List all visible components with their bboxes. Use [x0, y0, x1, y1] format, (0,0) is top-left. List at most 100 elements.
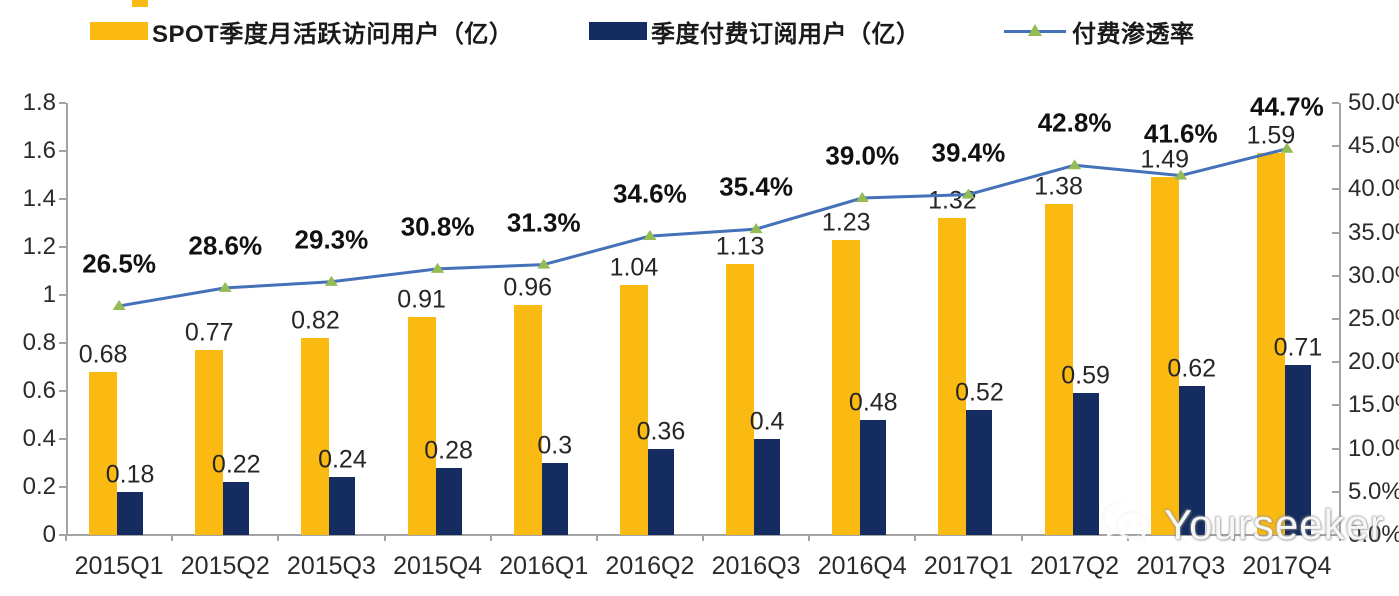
bar-label-subscribers: 0.3 — [537, 431, 573, 460]
penetration-percent-label: 26.5% — [82, 248, 156, 279]
y-axis-tick — [59, 198, 66, 200]
bar-label-subscribers: 0.62 — [1167, 354, 1217, 383]
cropped-yellow-artifact — [132, 0, 148, 7]
bar-subscribers — [966, 410, 993, 535]
y-axis-tick — [59, 486, 66, 488]
y-axis-tick — [59, 294, 66, 296]
right-axis-tick — [1332, 274, 1339, 277]
bar-label-mau: 1.38 — [1034, 172, 1083, 201]
x-axis-tick — [595, 535, 598, 541]
penetration-percent-label: 41.6% — [1143, 118, 1218, 149]
subscribers-swatch — [589, 22, 647, 40]
bar-subscribers — [1284, 364, 1311, 535]
right-axis-tick — [1332, 188, 1339, 191]
bar-label-subscribers: 0.59 — [1061, 361, 1110, 390]
right-axis-tick — [1332, 145, 1339, 148]
watermark-text: Yourseeker — [1164, 500, 1385, 548]
x-axis-category-label: 2015Q4 — [393, 552, 483, 580]
x-axis-tick — [171, 535, 174, 541]
x-axis-category-label: 2017Q2 — [1030, 552, 1120, 580]
x-axis-tick — [1232, 535, 1235, 541]
legend-item-subscribers: 季度付费订阅用户（亿） — [589, 18, 921, 48]
bar-label-mau: 1.23 — [821, 208, 871, 237]
penetration-percent-label: 44.7% — [1250, 91, 1324, 122]
bar-mau — [195, 350, 224, 535]
y-axis-tick — [59, 246, 66, 248]
x-axis-category-label: 2015Q2 — [180, 552, 270, 580]
x-axis-tick — [702, 535, 704, 541]
bar-mau — [301, 338, 330, 535]
bar-label-subscribers: 0.4 — [749, 407, 785, 436]
right-axis-tick-label: 40.0% — [1348, 175, 1399, 203]
legend-triangle-icon — [1028, 24, 1042, 36]
penetration-percent-label: 28.6% — [188, 230, 263, 261]
bar-label-mau: 1.59 — [1246, 121, 1296, 150]
legend-label-subscribers: 季度付费订阅用户（亿） — [651, 20, 921, 48]
triangle-marker — [324, 275, 338, 286]
bar-label-subscribers: 0.52 — [955, 378, 1004, 407]
y-axis-tick-label: 1.4 — [22, 185, 56, 212]
right-axis-tick — [1332, 490, 1339, 493]
y-axis-tick — [59, 390, 66, 392]
penetration-percent-label: 30.8% — [400, 211, 475, 242]
x-axis-tick — [1339, 535, 1341, 541]
bar-mau — [407, 316, 436, 535]
x-axis-tick — [65, 535, 67, 541]
legend-item-penetration: 付费渗透率 — [1004, 18, 1195, 48]
bar-label-mau: 0.82 — [291, 306, 340, 335]
y-axis-tick-label: 1.6 — [22, 137, 56, 164]
bar-mau — [726, 263, 755, 535]
y-axis-tick-label: 1.2 — [22, 233, 56, 260]
y-axis-tick — [59, 438, 66, 440]
penetration-percent-label: 35.4% — [719, 171, 793, 202]
bar-label-mau: 0.96 — [503, 273, 553, 302]
legend-item-mau: SPOT季度月活跃访问用户（亿） — [90, 18, 513, 48]
bar-label-mau: 0.91 — [397, 285, 446, 314]
bar-subscribers — [223, 482, 250, 535]
right-axis-tick-label: 45.0% — [1348, 132, 1399, 160]
right-axis-tick — [1332, 102, 1339, 104]
bar-label-mau: 1.32 — [928, 186, 977, 215]
right-axis-tick — [1332, 231, 1339, 234]
triangle-marker — [537, 258, 551, 269]
bar-label-subscribers: 0.28 — [424, 436, 473, 465]
y-axis-tick-label: 1.8 — [22, 89, 56, 116]
right-axis-tick-label: 35.0% — [1348, 218, 1399, 246]
y-axis-tick-label: 0.4 — [22, 425, 56, 452]
triangle-marker — [112, 300, 126, 311]
x-axis-tick — [489, 535, 492, 541]
watermark: Yourseeker — [1100, 498, 1385, 551]
bar-subscribers — [647, 448, 674, 535]
bar-label-subscribers: 0.48 — [848, 388, 898, 417]
bar-label-subscribers: 0.24 — [318, 445, 367, 474]
bar-label-subscribers: 0.22 — [211, 450, 261, 479]
right-axis-tick — [1332, 404, 1339, 407]
right-axis-tick-label: 30.0% — [1348, 261, 1399, 289]
bar-mau — [938, 218, 967, 535]
x-axis-tick — [914, 535, 917, 541]
wechat-icon — [1100, 498, 1156, 551]
bar-mau — [89, 371, 118, 535]
triangle-marker — [855, 192, 869, 203]
penetration-percent-label: 39.0% — [825, 140, 900, 171]
penetration-percent-label: 42.8% — [1037, 107, 1112, 138]
x-axis-tick — [383, 535, 386, 541]
y-axis-tick — [59, 102, 66, 104]
right-axis-tick-label: 25.0% — [1348, 305, 1399, 332]
mau-swatch — [90, 22, 148, 40]
x-axis-category-label: 2015Q1 — [74, 552, 164, 580]
x-axis-category-label: 2016Q3 — [711, 552, 801, 580]
bar-subscribers — [435, 467, 462, 535]
x-axis-category-label: 2016Q1 — [499, 552, 589, 580]
x-axis-tick — [277, 535, 280, 541]
right-axis-tick — [1332, 534, 1339, 536]
y-axis-tick-label: 1 — [42, 281, 56, 308]
bar-subscribers — [541, 463, 568, 535]
bar-subscribers — [117, 491, 144, 535]
x-axis-category-label: 2017Q1 — [923, 552, 1013, 580]
bar-label-mau: 0.77 — [184, 318, 234, 347]
bar-subscribers — [1072, 393, 1099, 535]
bar-label-mau: 0.68 — [78, 340, 128, 369]
y-axis-tick — [59, 150, 66, 152]
bar-label-mau: 1.49 — [1140, 145, 1190, 174]
